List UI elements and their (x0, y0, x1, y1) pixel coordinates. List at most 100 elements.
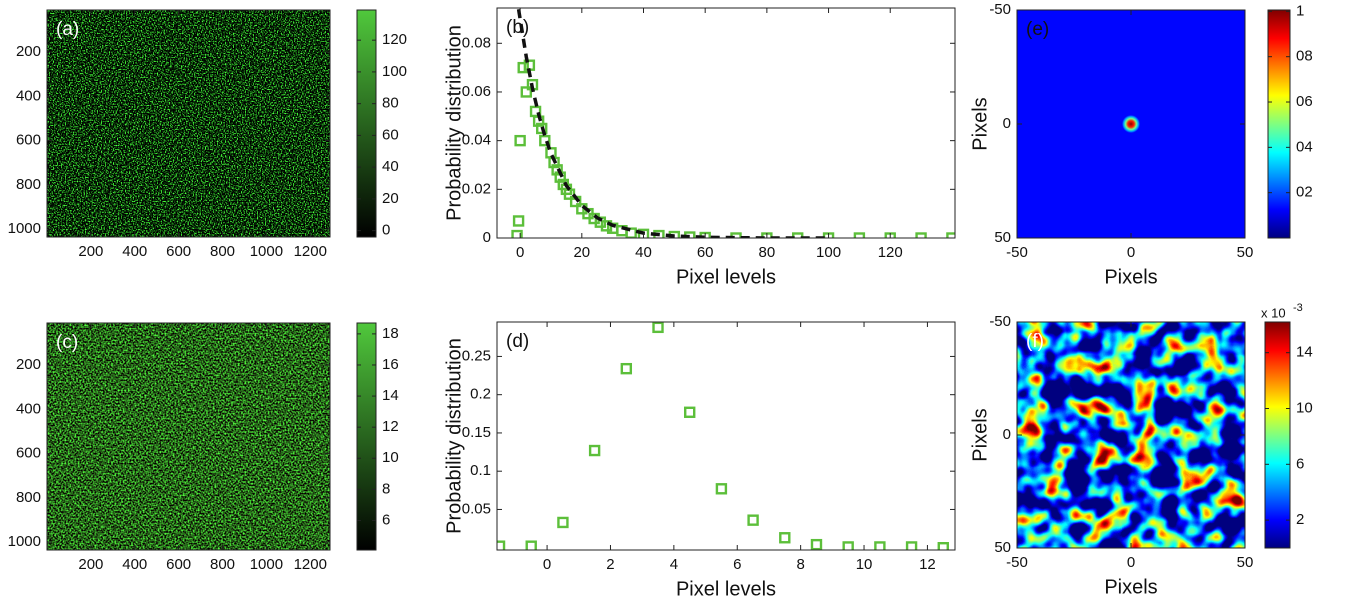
colorbar-tick-label: 10 (382, 449, 399, 466)
y-tick-label: 0 (1003, 115, 1011, 132)
x-axis-label: Pixel levels (676, 266, 776, 288)
colorbar-tick-label: 12 (382, 418, 399, 435)
y-tick-label: 0.06 (462, 83, 491, 100)
y-tick-label: -50 (989, 313, 1011, 330)
plot-area (1017, 10, 1245, 238)
colorbar-exponent: -3 (1293, 302, 1303, 314)
marker (652, 322, 664, 334)
marker (512, 215, 525, 227)
colorbar-tick-label: 08 (1296, 48, 1313, 65)
y-axis-label: Probability distribution (443, 25, 465, 221)
marker (874, 541, 886, 550)
x-tick-label: 1000 (250, 556, 283, 573)
y-tick-label: 50 (994, 229, 1011, 246)
y-tick-label: 0.2 (470, 386, 491, 403)
y-tick-label: 0.15 (462, 424, 491, 441)
x-tick-label: 200 (78, 556, 103, 573)
y-tick-label: 0.02 (462, 180, 491, 197)
plot-area (47, 10, 330, 237)
marker (853, 232, 866, 238)
y-tick-label: 600 (16, 132, 41, 149)
colorbar-tick-label: 8 (382, 480, 390, 497)
colorbar-tick-label: 80 (382, 95, 399, 112)
colorbar-tick-label: 14 (1296, 344, 1313, 361)
marker (551, 164, 563, 176)
x-tick-label: 60 (697, 244, 714, 261)
colorbar-tick-label: 120 (382, 31, 407, 48)
marker (915, 232, 927, 238)
marker (517, 61, 529, 74)
colorbar (1267, 9, 1291, 239)
colorbar-tick-label: 60 (382, 126, 399, 143)
colorbar (356, 9, 377, 238)
y-tick-label: 200 (16, 43, 41, 60)
y-tick-label: 0.1 (470, 462, 491, 479)
marker (536, 122, 548, 135)
x-tick-label: 6 (733, 556, 741, 573)
x-tick-label: -50 (1006, 554, 1028, 571)
marker (715, 483, 728, 495)
y-tick-label: 1000 (8, 533, 41, 550)
marker (842, 541, 854, 550)
colorbar-tick-label: 6 (382, 511, 390, 528)
x-tick-label: 0 (1127, 554, 1135, 571)
x-tick-label: -50 (1006, 244, 1028, 261)
peak-spot (1122, 115, 1140, 133)
x-tick-label: 4 (670, 556, 678, 573)
x-tick-label: 80 (759, 244, 776, 261)
marker (684, 406, 696, 418)
y-tick-label: 0 (483, 229, 491, 246)
panel-label: (f) (1026, 331, 1044, 352)
axes-frame (46, 322, 331, 551)
panel-label: (c) (56, 332, 78, 353)
marker (520, 86, 532, 98)
y-axis-label: Pixels (969, 97, 991, 150)
axes-frame (496, 321, 956, 551)
x-tick-label: 50 (1237, 554, 1254, 571)
marker (792, 232, 804, 238)
colorbar-tick-label: 18 (382, 325, 399, 342)
x-tick-label: 20 (573, 244, 590, 261)
colorbar-tick-label: 6 (1296, 455, 1304, 472)
y-axis-label: Probability distribution (443, 338, 465, 534)
y-tick-label: 0.25 (462, 347, 491, 364)
marker (937, 542, 949, 550)
marker (557, 516, 569, 529)
colorbar (1264, 321, 1291, 549)
colorbar-tick-label: 1 (1296, 2, 1304, 19)
colorbar-tick-label: 10 (1296, 399, 1313, 416)
panel-label: (b) (506, 17, 529, 38)
x-tick-label: 600 (166, 243, 191, 260)
panel-label: (e) (1026, 19, 1049, 40)
x-tick-label: 8 (796, 556, 804, 573)
x-tick-label: 200 (78, 243, 103, 260)
y-axis-label: Pixels (969, 408, 991, 461)
colorbar-label: x 10 (1261, 305, 1286, 320)
y-tick-label: 0.08 (462, 34, 491, 51)
marker (730, 232, 742, 238)
marker (514, 134, 526, 147)
marker (779, 532, 791, 544)
x-tick-label: 0 (543, 556, 551, 573)
y-tick-label: 0 (1003, 426, 1011, 443)
colorbar-tick-label: 02 (1296, 184, 1313, 201)
y-tick-label: 0.05 (462, 500, 491, 517)
marker (525, 540, 537, 550)
x-tick-label: 2 (606, 556, 614, 573)
marker (810, 538, 823, 550)
x-tick-label: 12 (919, 556, 936, 573)
colorbar-tick-label: 40 (382, 158, 399, 175)
x-tick-label: 10 (856, 556, 873, 573)
axes-frame (46, 9, 331, 238)
colorbar-tick-label: 0 (382, 222, 390, 239)
marker (497, 540, 506, 550)
x-tick-label: 400 (122, 243, 147, 260)
y-tick-label: 1000 (8, 220, 41, 237)
colorbar-tick-label: 04 (1296, 138, 1313, 155)
marker (637, 228, 650, 238)
y-tick-label: 600 (16, 445, 41, 462)
x-tick-label: 0 (1127, 244, 1135, 261)
fit-line (516, 8, 829, 238)
colorbar (356, 322, 377, 551)
